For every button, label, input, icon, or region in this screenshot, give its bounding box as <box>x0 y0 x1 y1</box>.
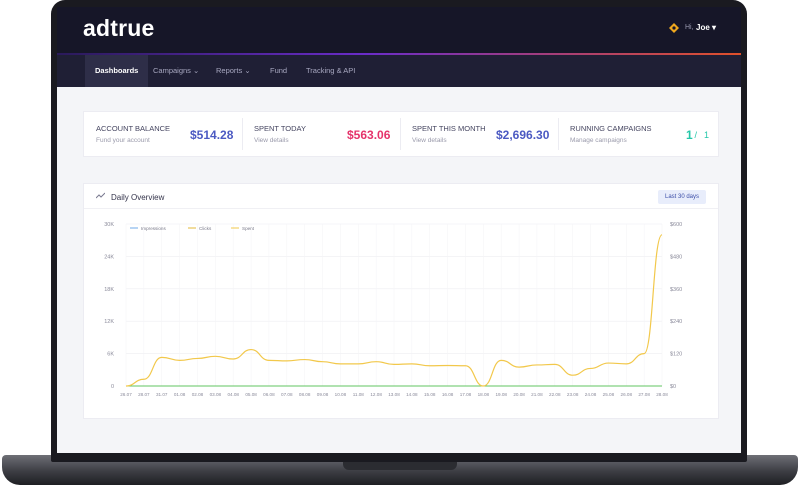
stat-value-running: 1 <box>686 128 693 142</box>
y-left-tick: 24K <box>104 254 114 260</box>
legend-label: Spent <box>242 226 255 231</box>
nav-reports[interactable]: Reports ⌄ <box>216 66 251 75</box>
stat-divider <box>558 118 559 150</box>
x-tick: 08.08 <box>299 392 311 397</box>
nav-dashboards[interactable]: Dashboards <box>85 55 149 87</box>
x-tick: 13.08 <box>388 392 400 397</box>
x-tick: 18.08 <box>478 392 490 397</box>
laptop-notch <box>343 461 457 470</box>
user-diamond-icon <box>669 23 679 33</box>
x-tick: 17.08 <box>460 392 472 397</box>
stat-spent-month: SPENT THIS MONTH View details $2,696.30 <box>400 112 558 156</box>
stat-divider <box>242 118 243 150</box>
x-tick: 31.07 <box>156 392 168 397</box>
stats-panel: ACCOUNT BALANCE Fund your account $514.2… <box>83 111 719 157</box>
x-tick: 24.08 <box>585 392 597 397</box>
y-right-tick: $120 <box>670 352 682 358</box>
line-chart-icon <box>96 192 105 199</box>
x-tick: 04.08 <box>227 392 239 397</box>
x-tick: 15.08 <box>424 392 436 397</box>
accent-line <box>57 53 741 55</box>
y-right-tick: $360 <box>670 287 682 293</box>
x-tick: 28.08 <box>656 392 668 397</box>
stat-value-total: 1 <box>704 130 710 140</box>
y-left-tick: 30K <box>104 222 114 228</box>
x-tick: 02.08 <box>192 392 204 397</box>
x-tick: 26.08 <box>621 392 633 397</box>
series-line-spent <box>125 234 663 387</box>
y-left-tick: 12K <box>104 319 114 325</box>
x-tick: 01.08 <box>174 392 186 397</box>
stat-value: $2,696.30 <box>496 128 550 142</box>
y-right-tick: $600 <box>670 222 682 228</box>
main-nav: Dashboards Campaigns ⌄ Reports ⌄ Fund Tr… <box>57 55 741 87</box>
view-details-link[interactable]: View details <box>254 137 289 144</box>
greeting-text: Hi, <box>685 24 694 31</box>
x-tick: 09.08 <box>317 392 329 397</box>
brand-logo[interactable]: adtrue <box>83 15 155 41</box>
x-tick: 12.08 <box>370 392 382 397</box>
x-tick: 03.08 <box>210 392 222 397</box>
manage-campaigns-link[interactable]: Manage campaigns <box>570 137 627 144</box>
legend-label: Clicks <box>199 226 212 231</box>
legend-label: Impressions <box>141 226 166 231</box>
stat-value-separator: / <box>692 130 700 140</box>
top-bar: adtrue Hi, Joe ▾ <box>57 7 741 53</box>
stat-running-campaigns: RUNNING CAMPAIGNS Manage campaigns 1 / 1 <box>558 112 716 156</box>
stat-title: ACCOUNT BALANCE <box>96 124 171 133</box>
stat-value: $514.28 <box>190 128 234 142</box>
dashboard-page: ACCOUNT BALANCE Fund your account $514.2… <box>57 87 741 453</box>
fund-account-link[interactable]: Fund your account <box>96 137 150 144</box>
x-tick: 06.08 <box>263 392 275 397</box>
y-left-tick: 6K <box>107 352 114 358</box>
daily-overview-chart: 0 $0 6K $120 12K $240 18K $360 24K $480 30K $600 26.… <box>104 222 682 397</box>
x-tick: 16.08 <box>442 392 454 397</box>
x-tick: 05.08 <box>245 392 257 397</box>
view-details-link[interactable]: View details <box>412 137 447 144</box>
x-tick: 14.08 <box>406 392 418 397</box>
y-right-tick: $240 <box>670 319 682 325</box>
user-menu[interactable]: Joe ▾ <box>696 23 717 32</box>
y-left-tick: 0 <box>111 384 114 390</box>
x-tick: 25.08 <box>603 392 615 397</box>
stat-divider <box>400 118 401 150</box>
daily-overview-card: Daily Overview Last 30 days 0 $0 6K $120 12K… <box>83 183 719 419</box>
x-tick: 07.08 <box>281 392 293 397</box>
x-tick: 11.08 <box>353 392 365 397</box>
stat-title: SPENT TODAY <box>254 124 306 133</box>
card-header: Daily Overview Last 30 days <box>84 184 718 209</box>
stat-title: SPENT THIS MONTH <box>412 124 486 133</box>
date-range-button[interactable]: Last 30 days <box>658 190 706 204</box>
y-right-tick: $480 <box>670 254 682 260</box>
y-left-tick: 18K <box>104 287 114 293</box>
stat-value: $563.06 <box>347 128 391 142</box>
y-right-tick: $0 <box>670 384 676 390</box>
x-tick: 21.08 <box>531 392 543 397</box>
x-tick: 10.08 <box>335 392 347 397</box>
x-tick: 22.08 <box>549 392 561 397</box>
x-tick: 20.08 <box>513 392 525 397</box>
nav-fund[interactable]: Fund <box>270 66 288 75</box>
x-tick: 19.08 <box>495 392 507 397</box>
nav-campaigns[interactable]: Campaigns ⌄ <box>153 66 200 75</box>
nav-tracking-api[interactable]: Tracking & API <box>306 66 356 75</box>
x-tick: 23.08 <box>567 392 579 397</box>
stat-spent-today: SPENT TODAY View details $563.06 <box>242 112 400 156</box>
x-tick: 28.07 <box>138 392 150 397</box>
card-title: Daily Overview <box>111 193 165 202</box>
app-screen: adtrue Hi, Joe ▾ Dashboards Campaigns ⌄ … <box>57 7 741 453</box>
x-tick: 27.08 <box>638 392 650 397</box>
stat-account-balance: ACCOUNT BALANCE Fund your account $514.2… <box>84 112 242 156</box>
stat-title: RUNNING CAMPAIGNS <box>570 124 652 133</box>
x-tick: 26.07 <box>120 392 132 397</box>
